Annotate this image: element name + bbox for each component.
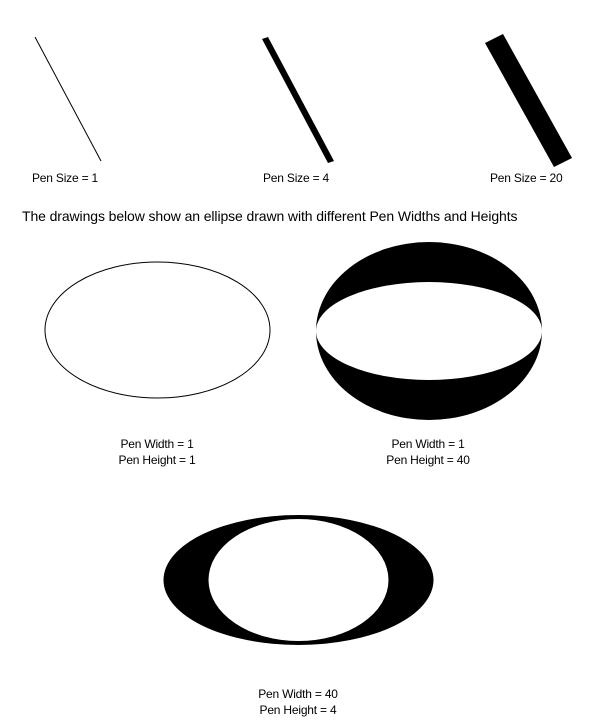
pen-width-label: Pen Width = 40	[258, 687, 338, 701]
ellipse-1x1-label: Pen Width = 1 Pen Height = 1	[119, 436, 196, 468]
ellipse-pen-40x4	[163, 515, 434, 645]
ellipse-40x4-label: Pen Width = 40 Pen Height = 4	[258, 686, 338, 718]
pen-size-4-line	[262, 37, 334, 163]
pen-width-label: Pen Width = 1	[120, 437, 194, 451]
pen-size-1-line	[34, 36, 102, 162]
pen-size-1-label: Pen Size = 1	[32, 171, 98, 185]
ellipse-caption: The drawings below show an ellipse drawn…	[22, 208, 518, 224]
pen-width-label: Pen Width = 1	[391, 437, 465, 451]
pen-size-20-label: Pen Size = 20	[490, 171, 563, 185]
pen-height-label: Pen Height = 4	[259, 703, 337, 717]
pen-height-label: Pen Height = 1	[118, 453, 196, 467]
pen-size-20-line	[485, 34, 572, 167]
ellipse-1x40-label: Pen Width = 1 Pen Height = 40	[386, 436, 470, 468]
pen-height-label: Pen Height = 40	[386, 453, 470, 467]
pen-size-4-label: Pen Size = 4	[263, 171, 329, 185]
ellipse-pen-1x40	[316, 242, 542, 420]
ellipse-pen-1x1	[44, 261, 271, 399]
